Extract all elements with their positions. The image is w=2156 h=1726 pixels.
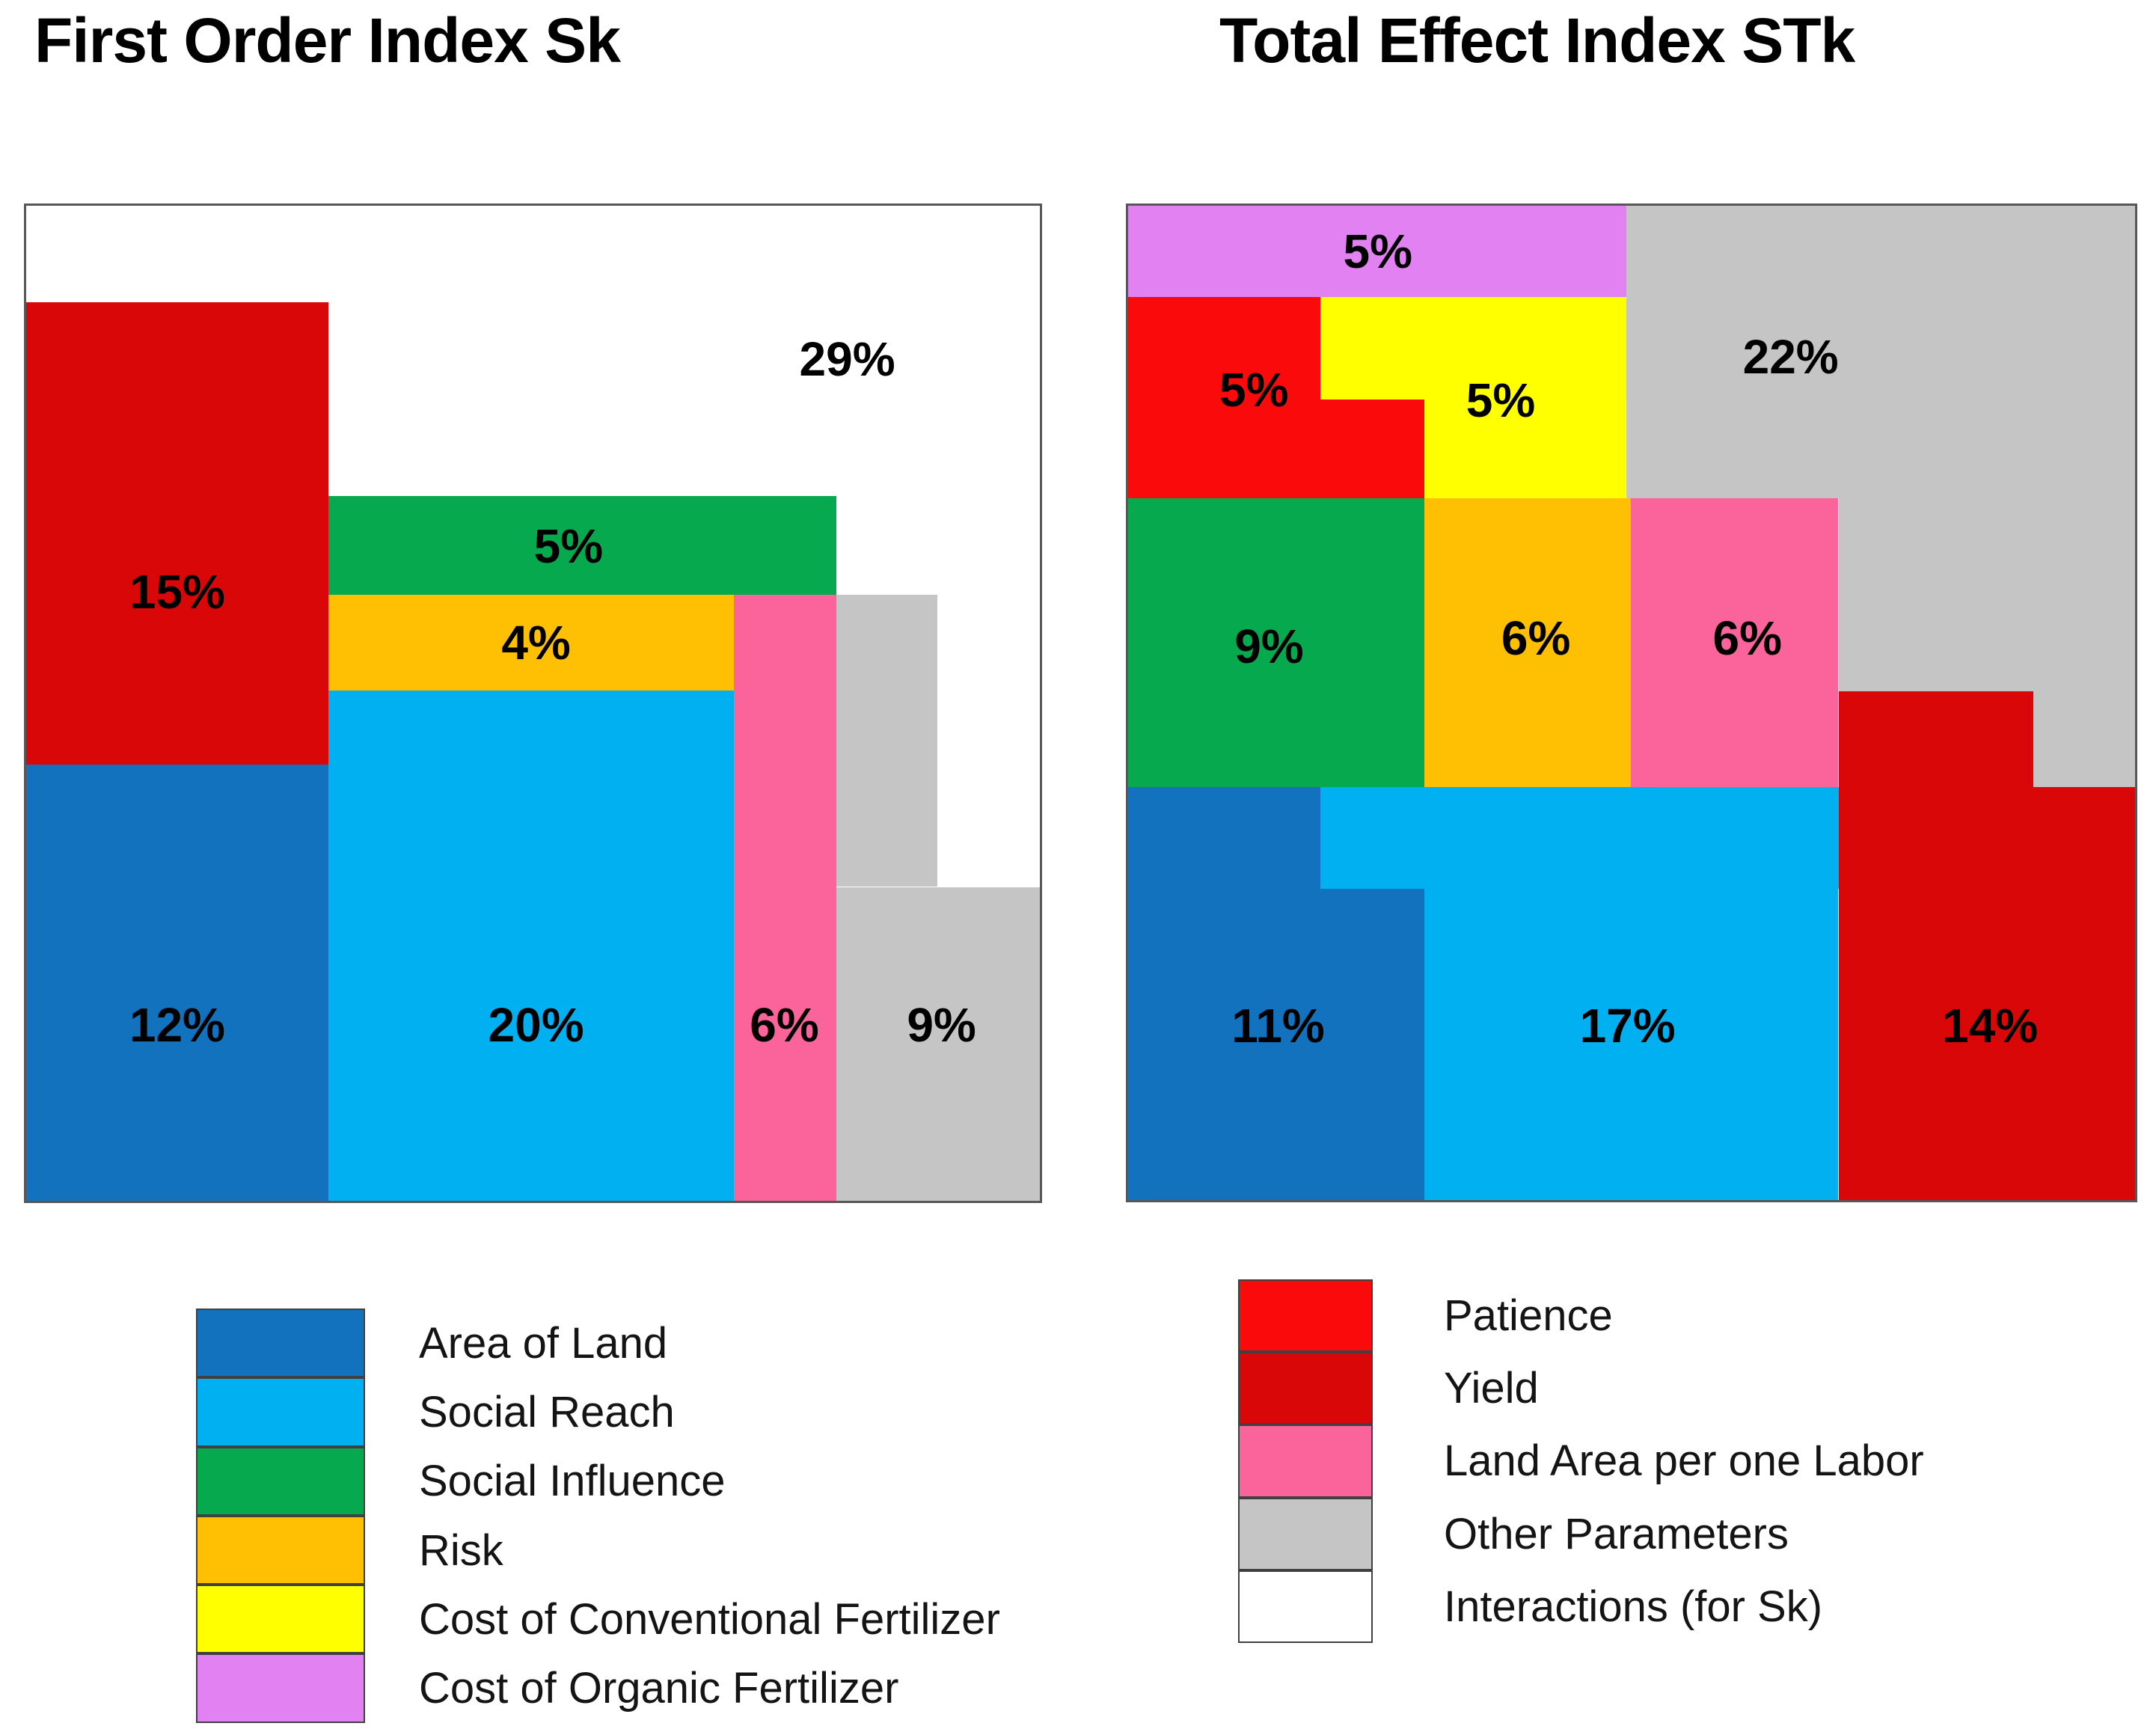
block-other-parameters xyxy=(1839,498,2135,691)
block-land-area-per-one-labor xyxy=(733,595,836,1201)
legend-label-interactions-for-sk: Interactions (for Sk) xyxy=(1444,1582,1823,1631)
legend-swatch-land-area-per-one-labor xyxy=(1238,1424,1373,1498)
legend-swatch-yield xyxy=(1238,1352,1373,1425)
block-other-parameters xyxy=(836,887,1040,1201)
legend-swatch-patience xyxy=(1238,1279,1373,1353)
block-social-influence xyxy=(328,496,836,596)
legend-swatch-risk xyxy=(196,1515,365,1585)
legend-label-social-influence: Social Influence xyxy=(419,1457,726,1506)
block-other-parameters xyxy=(836,595,938,887)
block-label-cost-of-organic-fertilizer: 5% xyxy=(1343,224,1413,279)
legend-item-cost-of-conventional-fertilizer: Cost of Conventional Fertilizer xyxy=(196,1585,1000,1654)
legend-item-yield: Yield xyxy=(1238,1352,1924,1425)
legend-label-patience: Patience xyxy=(1444,1291,1613,1341)
block-label-other-parameters: 9% xyxy=(907,997,976,1052)
legend-label-land-area-per-one-labor: Land Area per one Labor xyxy=(1444,1436,1924,1486)
block-label-other-parameters: 22% xyxy=(1742,330,1839,384)
block-social-reach xyxy=(1320,787,1840,889)
legend-swatch-interactions-for-sk xyxy=(1238,1570,1373,1643)
block-label-yield: 15% xyxy=(129,565,225,619)
treemap-first-order-index-sk: 29% 15% 12% 5% 4% 20% 6% 9% xyxy=(24,203,1042,1203)
legend-swatch-social-influence xyxy=(196,1446,365,1516)
legend-swatch-cost-of-conventional-fertilizer xyxy=(196,1585,365,1654)
legend-label-risk: Risk xyxy=(419,1525,503,1575)
block-social-reach xyxy=(328,690,734,1201)
chart-title-total-effect-stk: Total Effect Index STk xyxy=(1219,5,1855,76)
block-label-social-reach: 20% xyxy=(488,997,584,1052)
block-area-of-land xyxy=(26,765,328,1201)
legend-sk-factors: Area of Land Social Reach Social Influence… xyxy=(196,1309,1000,1723)
block-label-area-of-land: 11% xyxy=(1231,999,1325,1053)
legend-item-social-influence: Social Influence xyxy=(196,1446,1000,1516)
legend-item-land-area-per-one-labor: Land Area per one Labor xyxy=(1238,1424,1924,1498)
block-label-land-area-per-one-labor: 6% xyxy=(1712,611,1783,666)
chart-title-first-order-sk: First Order Index Sk xyxy=(34,5,621,76)
block-cost-of-conventional-fertilizer xyxy=(1320,297,1627,400)
block-label-interactions: 29% xyxy=(799,331,895,386)
block-label-yield: 14% xyxy=(1942,999,2039,1053)
block-land-area-per-one-labor xyxy=(1630,498,1838,788)
legend-label-area-of-land: Area of Land xyxy=(419,1318,668,1368)
block-patience xyxy=(1128,297,1321,400)
legend-label-yield: Yield xyxy=(1444,1364,1539,1413)
block-yield xyxy=(1839,691,2034,788)
legend-item-cost-of-organic-fertilizer: Cost of Organic Fertilizer xyxy=(196,1653,1000,1723)
legend-label-cost-of-conventional-fertilizer: Cost of Conventional Fertilizer xyxy=(419,1594,1000,1644)
block-other-parameters xyxy=(2033,691,2135,788)
block-social-reach xyxy=(1424,889,1838,1200)
legend-item-risk: Risk xyxy=(196,1515,1000,1585)
block-label-social-reach: 17% xyxy=(1579,999,1676,1053)
block-label-social-influence: 5% xyxy=(533,518,604,573)
block-patience xyxy=(1128,400,1424,498)
legend-stk-factors: Patience Yield Land Area per one Labor Othe… xyxy=(1238,1279,1924,1643)
treemap-total-effect-index-stk: 5% 22% 5% 5% 9% 6% 6% 11% 17% 14% xyxy=(1126,203,2137,1202)
legend-label-cost-of-organic-fertilizer: Cost of Organic Fertilizer xyxy=(419,1664,899,1713)
legend-swatch-area-of-land xyxy=(196,1309,365,1378)
block-social-influence xyxy=(1128,498,1424,788)
block-other-parameters xyxy=(1626,206,2135,498)
block-yield xyxy=(1839,787,2135,1200)
block-area-of-land xyxy=(1128,889,1424,1200)
block-yield xyxy=(26,302,328,765)
block-label-land-area-per-one-labor: 6% xyxy=(750,997,819,1052)
legend-swatch-social-reach xyxy=(196,1377,365,1447)
legend-label-other-parameters: Other Parameters xyxy=(1444,1509,1789,1558)
block-label-risk: 4% xyxy=(501,615,571,670)
legend-item-area-of-land: Area of Land xyxy=(196,1309,1000,1378)
block-risk xyxy=(1424,498,1631,788)
block-label-social-influence: 9% xyxy=(1234,619,1304,673)
legend-swatch-other-parameters xyxy=(1238,1497,1373,1570)
legend-label-social-reach: Social Reach xyxy=(419,1387,675,1436)
block-label-area-of-land: 12% xyxy=(129,997,225,1052)
legend-item-social-reach: Social Reach xyxy=(196,1377,1000,1447)
block-label-risk: 6% xyxy=(1501,611,1571,666)
block-area-of-land xyxy=(1128,787,1321,889)
legend-swatch-cost-of-organic-fertilizer xyxy=(196,1653,365,1723)
block-label-cost-of-conventional-fertilizer: 5% xyxy=(1466,373,1536,428)
block-cost-of-conventional-fertilizer xyxy=(1424,400,1626,498)
legend-item-interactions-for-sk: Interactions (for Sk) xyxy=(1238,1570,1924,1643)
block-risk xyxy=(328,595,734,691)
block-label-patience: 5% xyxy=(1219,362,1289,417)
block-cost-of-organic-fertilizer xyxy=(1128,206,1627,298)
legend-item-other-parameters: Other Parameters xyxy=(1238,1497,1924,1570)
legend-item-patience: Patience xyxy=(1238,1279,1924,1353)
